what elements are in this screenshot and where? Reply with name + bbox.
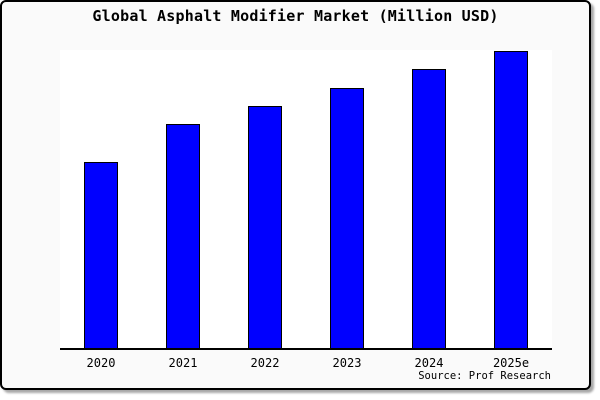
bar-slot <box>60 50 142 348</box>
bar-2020 <box>84 161 118 348</box>
x-tick-2021: 2021 <box>168 356 198 370</box>
plot-area <box>60 50 552 350</box>
bar-2022 <box>248 106 282 348</box>
bar-2023 <box>330 88 364 348</box>
bar-slot <box>388 50 470 348</box>
x-tick-2022: 2022 <box>250 356 280 370</box>
bar-slot <box>470 50 552 348</box>
x-tick-2025e: 2025e <box>492 356 530 370</box>
bar-2024 <box>412 69 446 348</box>
bar-slot <box>142 50 224 348</box>
chart-card: Global Asphalt Modifier Market (Million … <box>0 0 591 390</box>
x-axis-tick-row: 2020 2021 2022 2023 2024 2025e <box>60 356 552 370</box>
chart-title: Global Asphalt Modifier Market (Million … <box>92 7 499 25</box>
bar-2025e <box>494 51 528 348</box>
source-attribution: Source: Prof Research <box>418 370 551 382</box>
x-tick-2023: 2023 <box>332 356 362 370</box>
x-tick-2024: 2024 <box>414 356 444 370</box>
bar-slot <box>306 50 388 348</box>
x-tick-2020: 2020 <box>86 356 116 370</box>
bar-2021 <box>166 123 200 348</box>
bar-slot <box>224 50 306 348</box>
